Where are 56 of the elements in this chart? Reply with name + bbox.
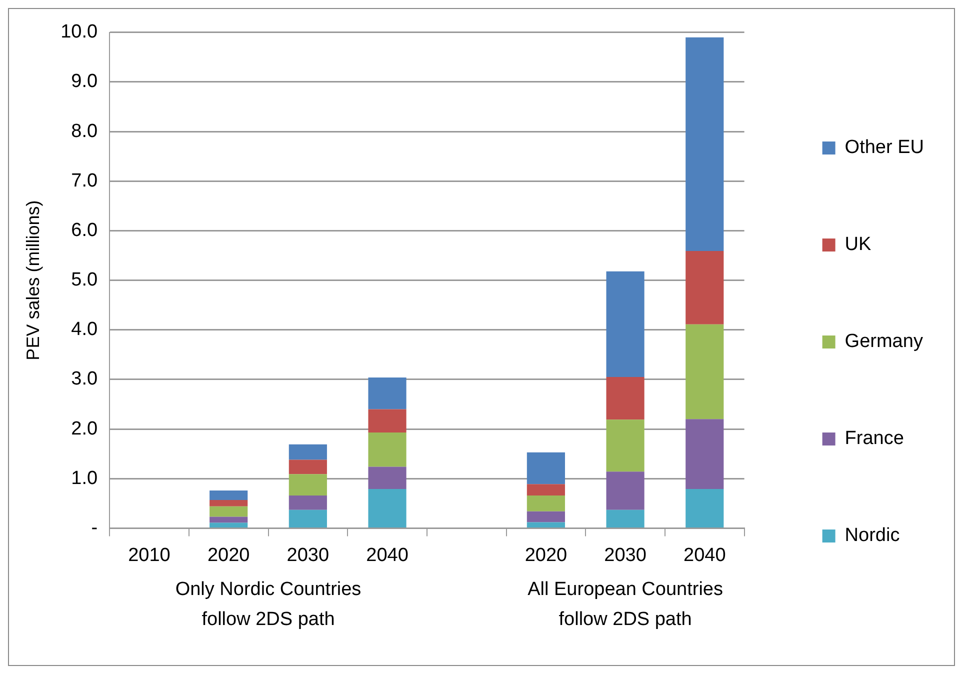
y-tick-label: 10.0 — [60, 22, 98, 43]
bar — [526, 452, 565, 484]
bar — [210, 500, 248, 506]
bar — [288, 510, 327, 528]
bar — [288, 495, 327, 510]
y-tick-label: 6.0 — [71, 220, 98, 241]
y-tick-label: 1.0 — [71, 468, 98, 489]
y-tick-label: 8.0 — [71, 120, 98, 142]
bar — [368, 409, 406, 433]
text: Only Nordic Countries follow 2DS path — [175, 578, 362, 630]
x-tick-label: 2040 — [683, 544, 726, 566]
y-tick-label: 7.0 — [71, 170, 98, 192]
y-tick-label: 3.0 — [71, 368, 98, 390]
bar — [288, 474, 327, 496]
bar — [686, 37, 724, 252]
bar — [606, 510, 644, 528]
legend-label: UK — [844, 234, 872, 256]
bar — [526, 484, 565, 496]
y-axis-title: PEV sales (millions) — [22, 200, 43, 360]
x-tick-label: 2020 — [524, 544, 568, 566]
x-tick-label: 2030 — [604, 544, 646, 566]
y-tick-label: 2.0 — [71, 418, 98, 440]
bar — [368, 377, 406, 410]
bar — [526, 495, 565, 512]
bar — [606, 376, 644, 420]
y-tick-label: - — [91, 517, 98, 538]
x-tick-label: 2040 — [366, 544, 408, 566]
text: All European Countries follow 2DS path — [528, 578, 723, 630]
bar — [606, 420, 644, 472]
legend-label: Nordic — [844, 525, 900, 546]
legend-label: Other EU — [844, 137, 924, 158]
y-tick-label: 9.0 — [71, 71, 98, 92]
bar — [210, 506, 248, 517]
bar — [368, 466, 406, 490]
bar — [526, 522, 565, 528]
bar — [686, 324, 724, 420]
y-tick-label: 4.0 — [71, 319, 98, 340]
x-tick-label: 2010 — [128, 544, 170, 566]
bar — [606, 271, 644, 377]
x-tick-label: 2030 — [286, 544, 330, 566]
y-tick-label: 5.0 — [71, 270, 98, 291]
bar — [606, 472, 644, 510]
bar — [368, 489, 406, 528]
bar — [686, 419, 724, 490]
bar — [368, 432, 406, 467]
bar — [288, 444, 327, 460]
bar — [210, 522, 248, 528]
bar — [686, 251, 724, 324]
bar — [210, 490, 248, 500]
bar — [686, 489, 724, 528]
bar — [526, 511, 565, 522]
bar — [288, 460, 327, 474]
bar — [210, 516, 248, 523]
legend-label: France — [844, 428, 904, 450]
x-tick-label: 2020 — [207, 544, 250, 566]
legend-label: Germany — [844, 331, 924, 352]
